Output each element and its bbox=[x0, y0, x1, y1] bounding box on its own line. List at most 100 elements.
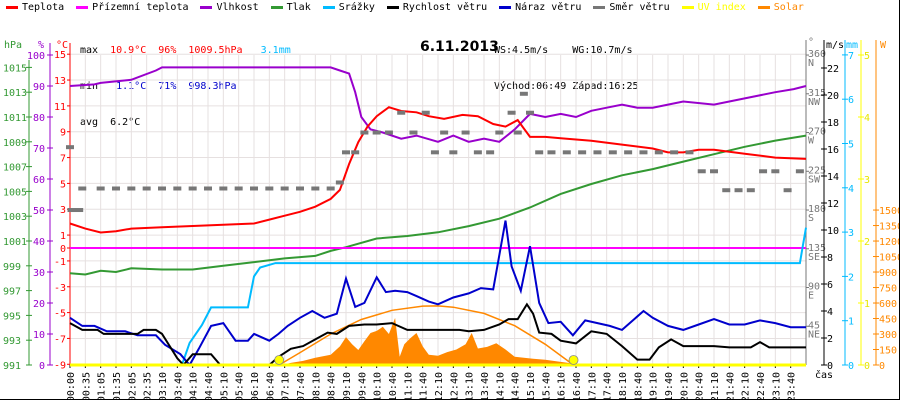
x-tick-label: 21:10 bbox=[710, 372, 721, 400]
stat-max-label: max bbox=[80, 45, 99, 56]
wind-direction-mark bbox=[654, 150, 663, 155]
stat-max-hum: 96% bbox=[158, 45, 177, 56]
legend-item: Teplota bbox=[6, 2, 64, 13]
x-tick-label: 03:10 bbox=[158, 372, 169, 400]
direction-name-label: E bbox=[808, 291, 814, 302]
wind-direction-mark bbox=[421, 110, 430, 115]
humidity-tick-label: 50 bbox=[33, 206, 45, 217]
legend-swatch bbox=[200, 6, 213, 9]
wind-direction-mark bbox=[397, 110, 406, 115]
series-solar-area bbox=[281, 318, 580, 365]
wind-direction-mark bbox=[783, 188, 792, 193]
wind-direction-mark bbox=[746, 188, 755, 193]
wind-direction-mark bbox=[519, 91, 528, 96]
direction-tick-label: 270 bbox=[808, 127, 826, 138]
rain-tick-label: 6 bbox=[848, 95, 854, 106]
legend-item: Vlhkost bbox=[200, 2, 259, 13]
wind-direction-mark bbox=[535, 150, 544, 155]
wind-direction-mark bbox=[608, 150, 617, 155]
temp-tick-label: -5 bbox=[54, 309, 66, 320]
wind-direction-mark bbox=[280, 186, 289, 191]
wind-direction-mark bbox=[351, 150, 360, 155]
temp-tick-label: 1 bbox=[60, 231, 66, 242]
temp-tick-label: -9 bbox=[54, 360, 66, 371]
x-tick-label: 21:40 bbox=[725, 372, 736, 400]
wind-direction-mark bbox=[507, 110, 516, 115]
series-sr-ky-line bbox=[70, 227, 807, 366]
humidity-tick-label: 100 bbox=[27, 51, 45, 62]
hpa-tick-label: 1001 bbox=[3, 237, 27, 248]
x-tick-label: 22:40 bbox=[756, 372, 767, 400]
rain-tick-label: 0 bbox=[848, 361, 854, 372]
x-tick-label: 18:40 bbox=[633, 372, 644, 400]
x-tick-label: 14:40 bbox=[511, 372, 522, 400]
temp-tick-label: 11 bbox=[54, 102, 66, 113]
legend-label: Vlhkost bbox=[216, 2, 259, 13]
wind-direction-mark bbox=[311, 186, 320, 191]
humidity-axis-unit: % bbox=[38, 40, 44, 51]
x-tick-label: 06:10 bbox=[250, 372, 261, 400]
series-teplota-line bbox=[69, 106, 807, 234]
wind-direction-mark bbox=[326, 186, 335, 191]
x-tick-label: 00:00 bbox=[66, 372, 77, 400]
stat-wind-gust: WG:10.7m/s bbox=[572, 45, 633, 56]
x-tick-label: 22:10 bbox=[741, 372, 752, 400]
solar-tick-label: 600 bbox=[879, 299, 897, 310]
x-tick-label: 12:10 bbox=[434, 372, 445, 400]
chart-title: 6.11.2013 bbox=[420, 39, 499, 55]
x-tick-label: 09:40 bbox=[357, 372, 368, 400]
direction-tick-label: 90 bbox=[808, 282, 820, 293]
temp-tick-label: 3 bbox=[60, 205, 66, 216]
wind-speed-tick-label: 20 bbox=[827, 91, 839, 102]
stat-min-hum: 71% bbox=[158, 81, 177, 92]
stat-max-temp: 10.9°C bbox=[110, 45, 147, 56]
direction-tick-label: 135 bbox=[808, 243, 826, 254]
wind-direction-mark bbox=[372, 130, 381, 135]
legend-item: Solar bbox=[757, 2, 804, 13]
hpa-tick-label: 1011 bbox=[3, 113, 27, 124]
wind-direction-mark bbox=[409, 130, 418, 135]
solar-tick-label: 1200 bbox=[879, 237, 900, 248]
solar-tick-label: 0 bbox=[879, 361, 885, 372]
legend-item: Rychlost větru bbox=[386, 2, 487, 13]
direction-name-label: NW bbox=[808, 97, 821, 108]
x-tick-label: 19:10 bbox=[649, 372, 660, 400]
hpa-tick-label: 999 bbox=[3, 262, 21, 273]
wind-speed-tick-label: 18 bbox=[827, 118, 839, 129]
wind-direction-mark bbox=[639, 150, 648, 155]
hpa-tick-label: 1013 bbox=[3, 88, 27, 99]
wind-direction-mark bbox=[547, 150, 556, 155]
x-tick-label: 00:35 bbox=[81, 372, 92, 400]
legend-label: Teplota bbox=[22, 2, 65, 13]
x-tick-label: 01:35 bbox=[112, 372, 123, 400]
direction-tick-label: 225 bbox=[808, 165, 826, 176]
wind-direction-mark bbox=[142, 186, 151, 191]
hpa-tick-label: 1009 bbox=[3, 138, 27, 149]
x-tick-label: 02:35 bbox=[143, 372, 154, 400]
x-tick-label: 15:10 bbox=[526, 372, 537, 400]
x-tick-label: 13:40 bbox=[480, 372, 491, 400]
legend-swatch bbox=[322, 6, 335, 9]
wind-direction-mark bbox=[710, 169, 718, 174]
wind-direction-mark bbox=[112, 186, 120, 191]
wind-direction-mark bbox=[78, 186, 87, 191]
legend-item: Srážky bbox=[322, 2, 375, 13]
stat-max-press: 1009.5hPa bbox=[188, 45, 243, 56]
direction-tick-label: 360 bbox=[808, 49, 826, 60]
direction-name-label: W bbox=[808, 136, 815, 147]
solar-tick-label: 450 bbox=[879, 315, 897, 326]
wind-speed-axis-unit: m/s bbox=[826, 40, 844, 51]
temp-tick-label: 0 bbox=[60, 244, 66, 255]
legend-item: Přízemní teplota bbox=[76, 2, 188, 13]
wind-direction-mark bbox=[486, 150, 495, 155]
x-tick-label: 01:05 bbox=[97, 372, 108, 400]
x-tick-label: 16:10 bbox=[557, 372, 568, 400]
direction-tick-label: 180 bbox=[808, 204, 826, 215]
wind-direction-mark bbox=[562, 150, 571, 155]
legend-label: Solar bbox=[773, 2, 804, 13]
wind-speed-tick-label: 14 bbox=[827, 172, 839, 183]
legend-item: Tlak bbox=[270, 2, 311, 13]
temp-tick-label: 7 bbox=[60, 154, 66, 165]
series-tlak-line bbox=[69, 134, 807, 276]
x-tick-label: 04:40 bbox=[204, 372, 215, 400]
